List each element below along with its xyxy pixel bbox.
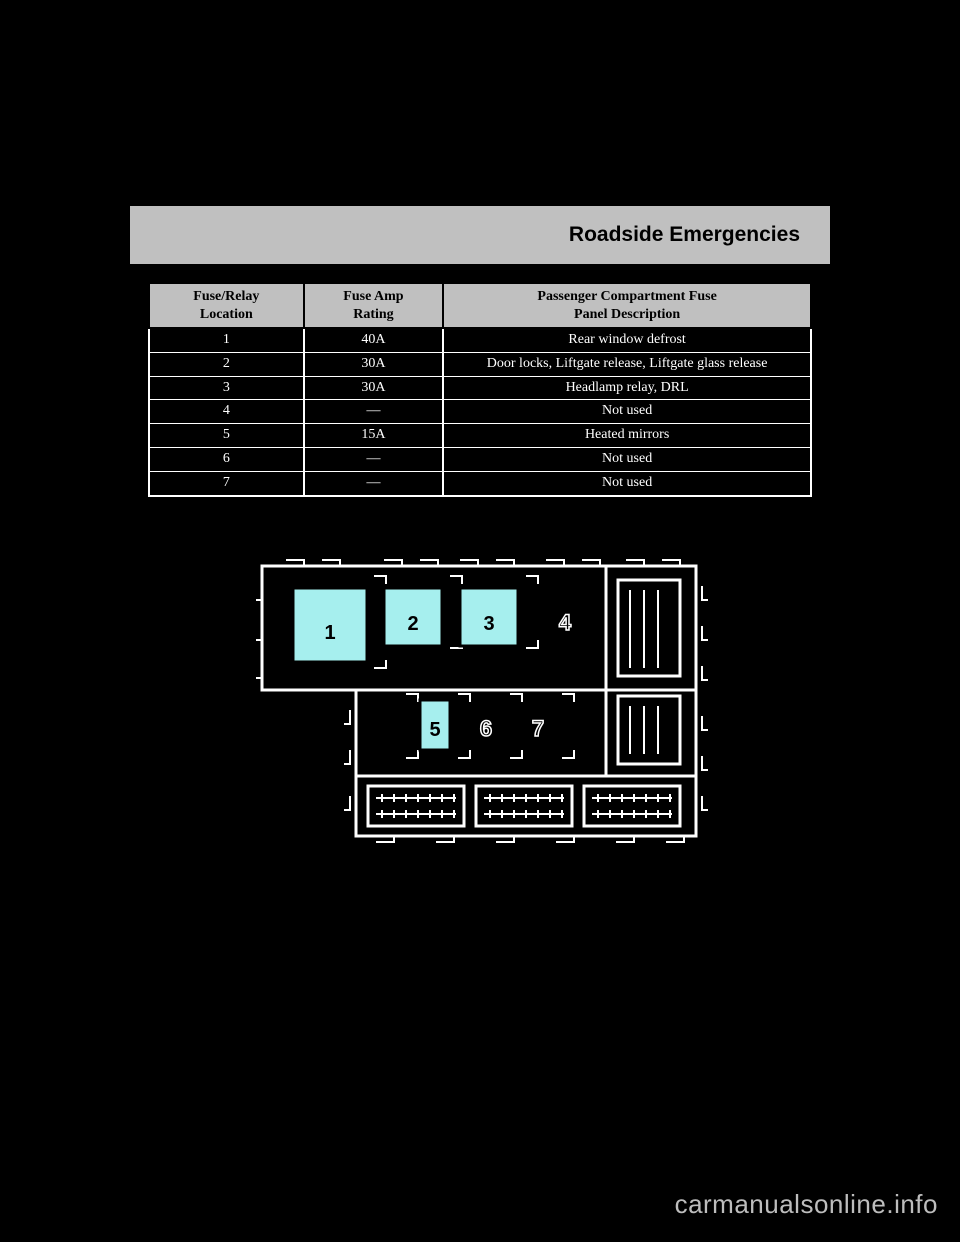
cell-description: Not used (443, 400, 811, 424)
cell-rating: — (304, 471, 444, 495)
fusebox-diagram: 1 2 3 4 5 6 7 (226, 536, 731, 856)
svg-text:4: 4 (559, 610, 572, 635)
svg-text:2: 2 (407, 613, 418, 635)
table-row: 7 — Not used (149, 471, 811, 495)
cell-location: 3 (149, 376, 304, 400)
fuse-slot-3: 3 (460, 588, 518, 646)
cell-rating: 15A (304, 424, 444, 448)
cell-rating: — (304, 400, 444, 424)
cell-description: Door locks, Liftgate release, Liftgate g… (443, 352, 811, 376)
svg-text:7: 7 (532, 716, 544, 741)
watermark-text: carmanualsonline.info (675, 1189, 938, 1220)
cell-location: 7 (149, 471, 304, 495)
svg-text:3: 3 (483, 613, 494, 635)
section-header: Roadside Emergencies (130, 206, 830, 264)
cell-rating: 40A (304, 328, 444, 352)
cell-location: 4 (149, 400, 304, 424)
svg-text:1: 1 (324, 622, 335, 644)
table-row: 6 — Not used (149, 447, 811, 471)
col-header-location: Fuse/RelayLocation (149, 283, 304, 328)
cell-description: Rear window defrost (443, 328, 811, 352)
fuse-slot-4: 4 (559, 610, 572, 635)
cell-location: 1 (149, 328, 304, 352)
fuse-relay-table: Fuse/RelayLocation Fuse AmpRating Passen… (148, 282, 812, 497)
section-title: Roadside Emergencies (569, 223, 800, 247)
svg-text:5: 5 (429, 719, 440, 741)
cell-description: Headlamp relay, DRL (443, 376, 811, 400)
table-header-row: Fuse/RelayLocation Fuse AmpRating Passen… (149, 283, 811, 328)
cell-rating: 30A (304, 376, 444, 400)
cell-location: 2 (149, 352, 304, 376)
col-header-rating: Fuse AmpRating (304, 283, 444, 328)
fuse-slot-2: 2 (384, 588, 442, 646)
table-row: 3 30A Headlamp relay, DRL (149, 376, 811, 400)
cell-description: Heated mirrors (443, 424, 811, 448)
cell-location: 6 (149, 447, 304, 471)
fuse-slot-6: 6 (480, 716, 492, 741)
table-row: 5 15A Heated mirrors (149, 424, 811, 448)
fuse-slot-5: 5 (420, 700, 450, 750)
table-row: 2 30A Door locks, Liftgate release, Lift… (149, 352, 811, 376)
cell-rating: 30A (304, 352, 444, 376)
col-header-description: Passenger Compartment FusePanel Descript… (443, 283, 811, 328)
cell-description: Not used (443, 471, 811, 495)
svg-text:6: 6 (480, 716, 492, 741)
fuse-slot-1: 1 (293, 588, 367, 662)
cell-description: Not used (443, 447, 811, 471)
cell-location: 5 (149, 424, 304, 448)
cell-rating: — (304, 447, 444, 471)
fuse-slot-7: 7 (532, 716, 544, 741)
table-row: 1 40A Rear window defrost (149, 328, 811, 352)
fusebox-svg: 1 2 3 4 5 6 7 (226, 536, 731, 856)
table-row: 4 — Not used (149, 400, 811, 424)
